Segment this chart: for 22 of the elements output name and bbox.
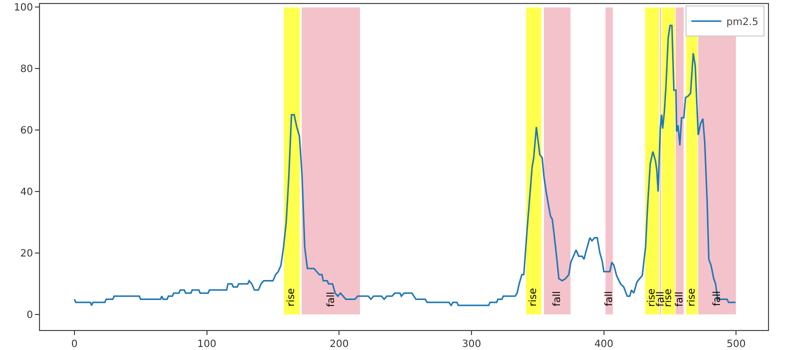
band-label: rise — [286, 288, 298, 306]
legend-label: pm2.5 — [726, 17, 758, 28]
x-tick-label: 0 — [71, 339, 78, 350]
y-tick-label: 100 — [14, 2, 33, 14]
band-label: rise — [662, 288, 674, 308]
x-tick-label: 200 — [330, 339, 349, 350]
y-tick-label: 60 — [20, 126, 33, 137]
band-label: fall — [552, 291, 564, 306]
band-label: fall — [326, 292, 337, 307]
band-label: rise — [528, 288, 540, 306]
y-tick-label: 20 — [20, 248, 33, 260]
y-tick-label: 0 — [26, 310, 33, 322]
band-label: fall — [604, 291, 616, 306]
x-tick-label: 300 — [462, 339, 482, 350]
x-tick-label: 500 — [726, 339, 746, 350]
band-label: rise — [686, 288, 698, 307]
x-tick-label: 400 — [594, 339, 614, 350]
band-label: fall — [712, 290, 723, 306]
y-tick-label: 40 — [20, 187, 33, 198]
x-tick-label: 100 — [197, 339, 216, 350]
band-label: fall — [674, 292, 686, 307]
y-tick-label: 80 — [20, 64, 33, 76]
